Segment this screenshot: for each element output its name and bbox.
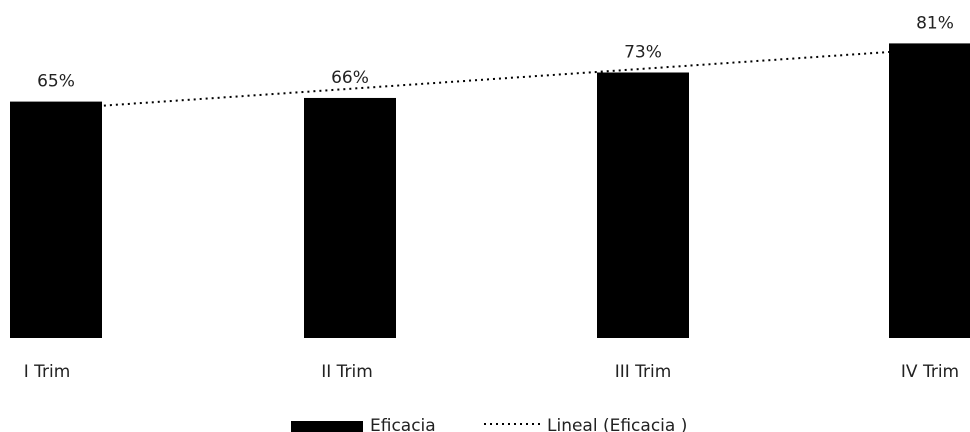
x-axis-label-iii-trim: III Trim	[615, 362, 672, 382]
legend-label-eficacia: Eficacia	[370, 416, 436, 432]
bar-i-trim	[10, 101, 102, 338]
bar-iii-trim	[597, 72, 689, 339]
trendline-group	[55, 47, 946, 110]
x-axis-labels-group: I Trim II Trim III Trim IV Trim	[24, 362, 959, 382]
bar-iv-trim	[889, 43, 970, 338]
bars-group	[10, 43, 970, 339]
legend-label-trendline: Lineal (Eficacia )	[547, 416, 687, 432]
x-axis-label-ii-trim: II Trim	[321, 362, 373, 382]
data-label-iv-trim: 81%	[916, 13, 954, 33]
legend-swatch-eficacia	[291, 421, 363, 432]
bar-ii-trim	[304, 97, 396, 338]
data-labels-group: 65% 66% 73% 81%	[37, 13, 954, 91]
legend: Eficacia Lineal (Eficacia )	[291, 416, 687, 432]
data-label-ii-trim: 66%	[331, 68, 369, 88]
x-axis-label-iv-trim: IV Trim	[901, 362, 959, 382]
trendline	[55, 47, 946, 110]
data-label-i-trim: 65%	[37, 72, 75, 92]
data-label-iii-trim: 73%	[624, 42, 662, 62]
x-axis-label-i-trim: I Trim	[24, 362, 71, 382]
